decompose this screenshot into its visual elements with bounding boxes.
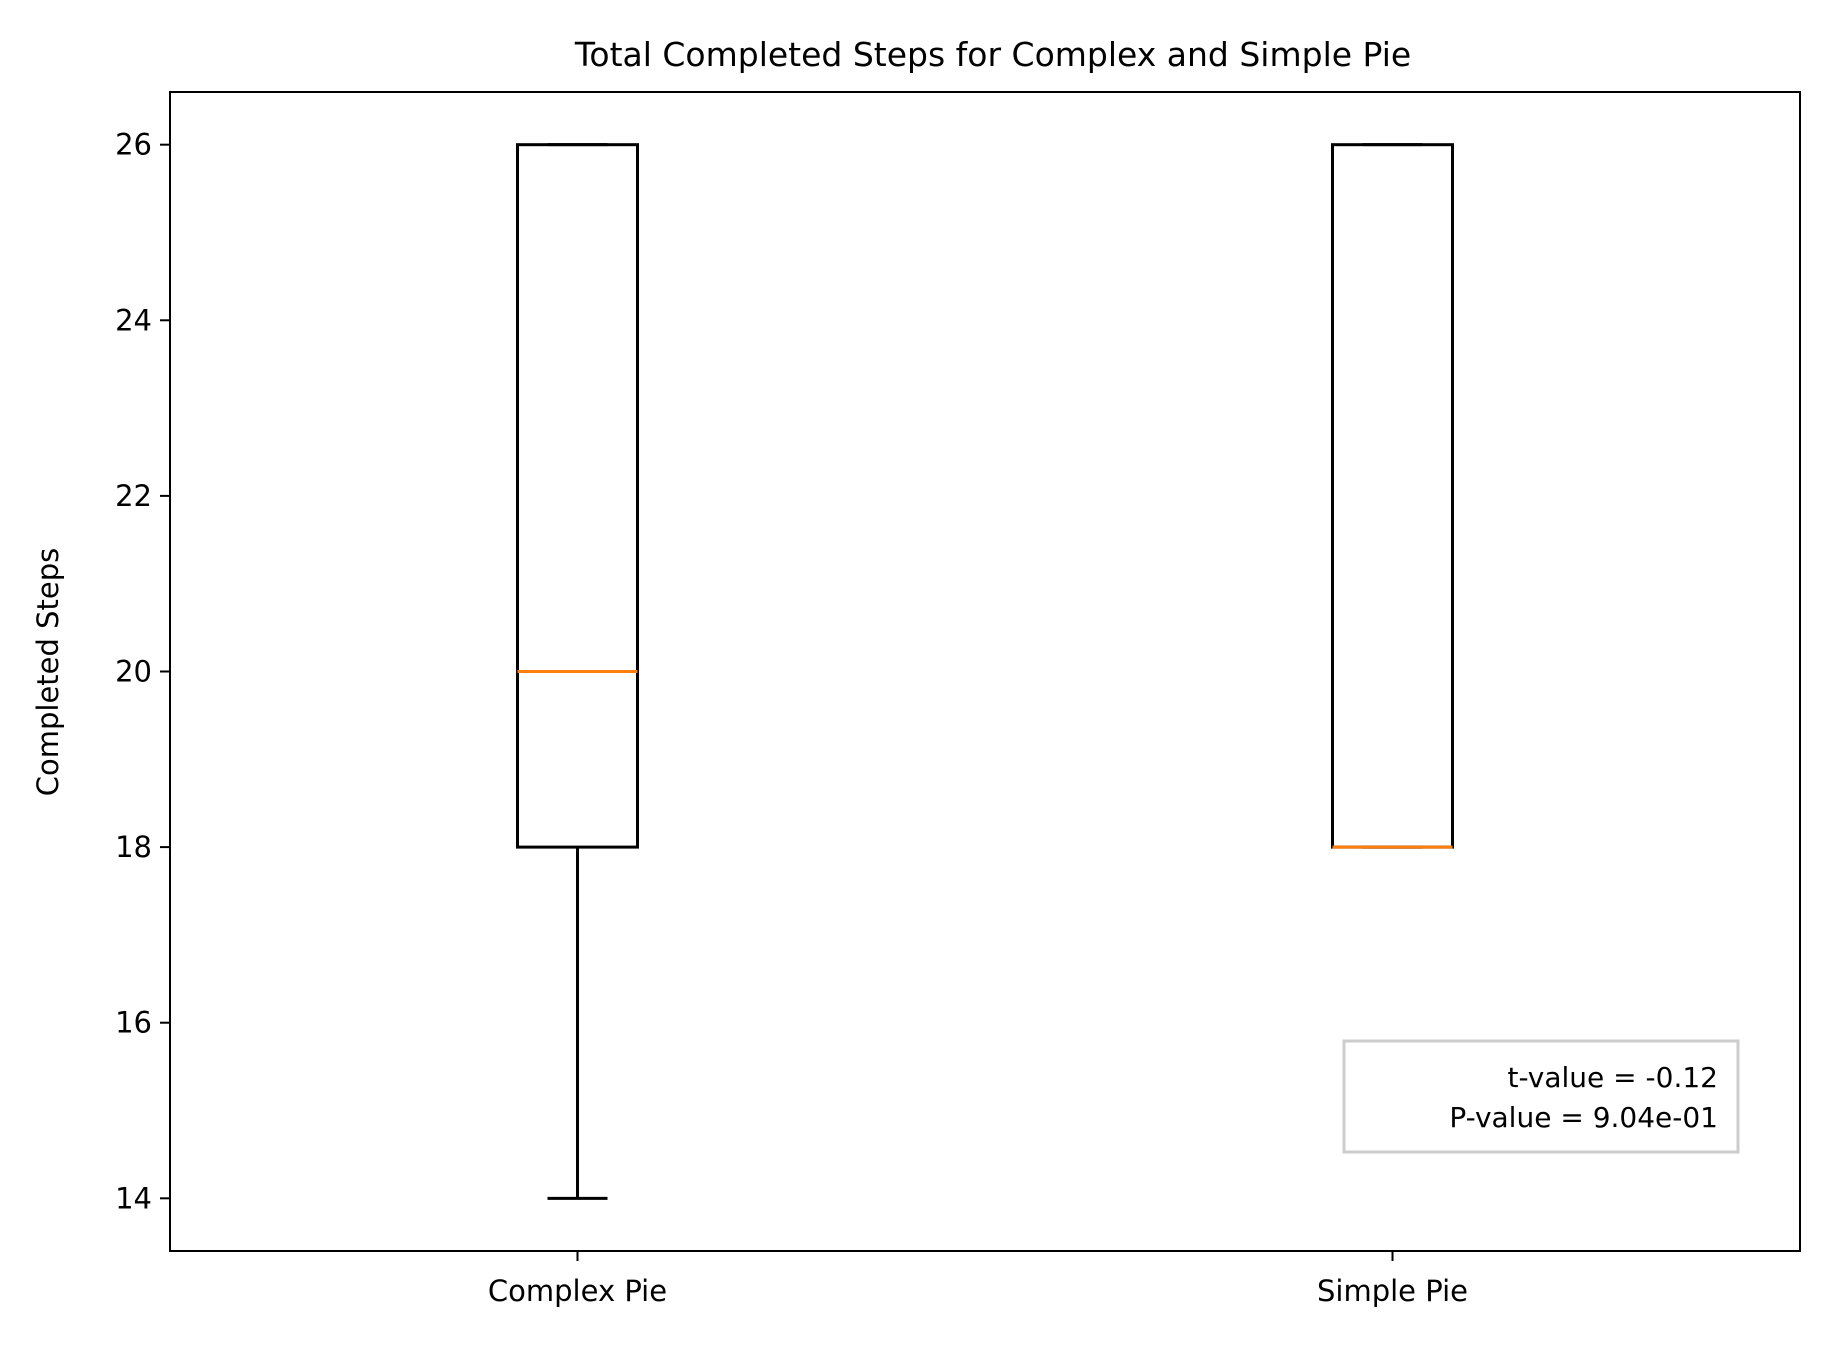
x-tick-label: Simple Pie [1317,1274,1468,1308]
y-tick-label: 22 [115,479,152,513]
y-tick-label: 26 [115,128,152,162]
y-tick-label: 20 [115,655,152,689]
box-complex-pie [516,143,639,1200]
chart-title: Total Completed Steps for Complex and Si… [574,35,1411,74]
y-tick-label: 16 [115,1006,152,1040]
y-tick-label: 14 [115,1181,152,1215]
plot-area-frame [169,91,1801,1252]
p-value-text: P-value = 9.04e-01 [1449,1101,1718,1134]
y-axis-label: Completed Steps [31,548,65,797]
axis-ticks: 14 16 18 20 22 24 26 Complex Pie Simple Pie [115,128,1468,1308]
y-tick-label: 18 [115,830,152,864]
box-simple-pie [1331,143,1454,849]
t-value-text: t-value = -0.12 [1507,1061,1718,1094]
y-tick-label: 24 [115,303,152,337]
stats-annotation: t-value = -0.12 P-value = 9.04e-01 [1342,1039,1740,1154]
stats-annotation-frame [1342,1039,1740,1154]
x-tick-label: Complex Pie [488,1274,667,1308]
iqr-box [1331,143,1454,849]
iqr-box [516,143,639,849]
box-series [516,143,1454,1200]
